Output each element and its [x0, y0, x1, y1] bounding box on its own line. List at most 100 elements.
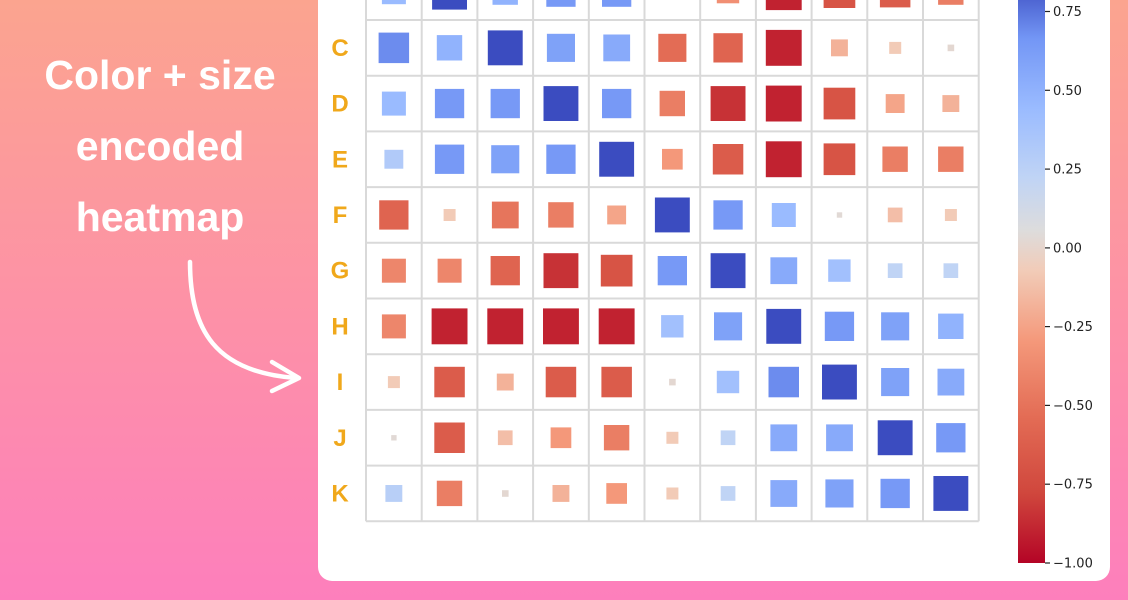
- caption-line-1: Color + size: [44, 52, 276, 98]
- row-label-b: B: [331, 0, 348, 6]
- heatmap-cell-b-11: [938, 0, 964, 5]
- row-label-e: E: [332, 146, 348, 173]
- heatmap-cell-b-2: [432, 0, 467, 10]
- heatmap-cell-c-2: [436, 35, 463, 61]
- heatmap-cell-k-6: [666, 487, 679, 500]
- colorbar-tick-label: −1.00: [1053, 557, 1093, 572]
- heatmap-cell-b-7: [716, 0, 740, 4]
- heatmap-cell-d-3: [490, 88, 520, 119]
- colorbar-tick-label: −0.75: [1053, 478, 1093, 493]
- heatmap-grid: [365, 0, 980, 523]
- heatmap-cell-f-1: [379, 200, 409, 230]
- heatmap-cell-k-5: [606, 483, 627, 504]
- heatmap-cell-k-2: [436, 480, 463, 507]
- colorbar-tick-label: 0.75: [1053, 5, 1082, 20]
- heatmap-cell-e-9: [823, 143, 856, 176]
- row-label-f: F: [333, 202, 348, 229]
- heatmap-cell-f-9: [836, 212, 843, 218]
- heatmap-cell-d-8: [765, 85, 802, 122]
- heatmap-cell-i-1: [387, 376, 400, 389]
- heatmap-cell-i-10: [881, 368, 910, 397]
- heatmap-cell-h-11: [938, 313, 964, 339]
- heatmap-cell-e-6: [662, 148, 683, 170]
- heatmap-cell-j-6: [666, 431, 679, 444]
- row-label-c: C: [331, 35, 348, 62]
- heatmap-cell-c-6: [658, 33, 687, 62]
- heatmap-cell-f-6: [654, 197, 690, 233]
- heatmap-cell-d-6: [659, 90, 685, 117]
- heatmap-cell-g-11: [943, 263, 959, 278]
- colorbar-tick-label: 0.00: [1053, 241, 1082, 256]
- heatmap-cell-j-2: [434, 422, 465, 453]
- heatmap-cell-i-4: [545, 366, 577, 398]
- heatmap-cell-f-11: [944, 209, 957, 221]
- heatmap-cell-b-3: [492, 0, 518, 5]
- heatmap-cell-e-1: [384, 149, 404, 169]
- heatmap-cell-k-1: [385, 485, 403, 502]
- heatmap-cell-i-8: [768, 366, 799, 398]
- heatmap-cell-d-7: [710, 86, 746, 121]
- colorbar-ticks: 0.75 0.50 0.25 0.00 −0.25 −0.50 −0.75 −1.00: [1045, 5, 1093, 572]
- heatmap-cell-h-3: [487, 308, 524, 345]
- caption-line-3: heatmap: [75, 194, 245, 240]
- heatmap-cell-i-5: [601, 366, 632, 398]
- heatmap-cell-e-11: [938, 146, 964, 172]
- heatmap-cell-k-3: [502, 490, 509, 497]
- heatmap-cell-h-10: [881, 312, 910, 341]
- chart-card: B C D E F G H I J K 0.75 0.50 0.25 0.00 −0.25 −0.50 −0.…: [318, 0, 1110, 581]
- heatmap-cell-c-10: [889, 41, 902, 54]
- row-label-h: H: [331, 313, 348, 340]
- heatmap-cell-g-8: [770, 257, 798, 285]
- heatmap-cell-g-6: [657, 256, 687, 286]
- row-label-g: G: [331, 258, 350, 285]
- heatmap-cell-k-11: [933, 476, 969, 511]
- colorbar-tick-label: −0.50: [1053, 399, 1093, 414]
- heatmap-cell-j-4: [550, 427, 572, 449]
- heatmap-cell-f-4: [548, 202, 574, 228]
- heatmap-cell-i-9: [822, 364, 857, 400]
- heatmap-cell-d-4: [543, 86, 579, 121]
- colorbar-tick-label: 0.25: [1053, 163, 1082, 178]
- row-labels: B C D E F G H I J K: [331, 0, 350, 508]
- heatmap-cell-c-5: [603, 34, 631, 62]
- heatmap-cell-d-11: [942, 95, 960, 112]
- heatmap-cell-d-2: [434, 88, 465, 119]
- colorbar: [1018, 0, 1045, 563]
- heatmap-cell-h-2: [431, 308, 468, 345]
- heatmap-cell-j-10: [877, 420, 913, 456]
- heatmap-cell-j-9: [826, 424, 853, 452]
- heatmap-cell-k-9: [825, 479, 854, 508]
- heatmap-cell-i-3: [496, 373, 514, 391]
- heatmap-cell-f-7: [713, 200, 743, 230]
- heatmap-cell-g-5: [600, 254, 633, 287]
- heatmap-cell-h-1: [381, 314, 406, 339]
- caption: Color + size encoded heatmap: [14, 40, 306, 253]
- heatmap-cell-c-1: [378, 32, 410, 64]
- heatmap-cell-k-8: [770, 480, 798, 507]
- heatmap-cell-f-8: [771, 203, 796, 227]
- heatmap-cell-b-5: [602, 0, 632, 7]
- heatmap-cell-g-7: [710, 253, 746, 289]
- heatmap-cell-j-5: [603, 425, 630, 451]
- heatmap-cell-c-7: [713, 33, 743, 63]
- heatmap-cell-i-11: [937, 368, 965, 396]
- heatmap-cell-h-9: [824, 311, 855, 341]
- heatmap-cell-d-1: [381, 91, 406, 116]
- heatmap-cell-h-8: [766, 308, 802, 344]
- heatmap-cell-j-3: [497, 430, 513, 446]
- heatmap-cell-g-10: [887, 263, 903, 278]
- heatmap-cell-e-5: [599, 141, 635, 177]
- heatmap-cells: [378, 0, 969, 511]
- heatmap-cell-f-2: [443, 209, 456, 221]
- heatmap-cell-d-5: [602, 88, 632, 119]
- heatmap-cell-b-4: [546, 0, 576, 7]
- heatmap-cell-h-7: [714, 312, 743, 341]
- heatmap-cell-h-6: [661, 315, 684, 338]
- heatmap-cell-g-1: [381, 258, 406, 283]
- heatmap-cell-b-9: [823, 0, 856, 8]
- heatmap-cell-e-10: [882, 146, 908, 172]
- colorbar-tick-label: −0.25: [1053, 320, 1093, 335]
- heatmap-cell-k-10: [880, 478, 910, 509]
- heatmap-cell-k-7: [720, 486, 736, 501]
- heatmap-cell-e-7: [712, 144, 744, 175]
